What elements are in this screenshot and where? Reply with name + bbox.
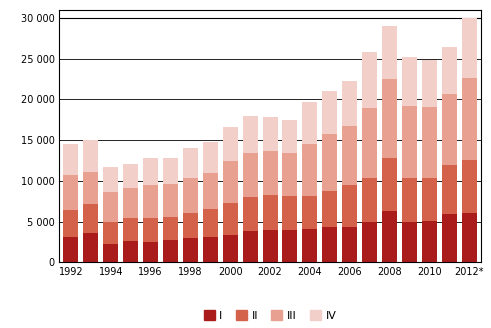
Bar bbox=[282, 230, 298, 262]
Bar bbox=[123, 217, 138, 241]
Bar bbox=[342, 81, 357, 126]
Bar bbox=[63, 210, 79, 237]
Bar bbox=[382, 79, 397, 158]
Bar bbox=[263, 230, 277, 262]
Bar bbox=[282, 153, 298, 196]
Bar bbox=[402, 106, 417, 178]
Bar bbox=[163, 217, 178, 240]
Bar bbox=[263, 151, 277, 195]
Bar bbox=[382, 211, 397, 262]
Bar bbox=[143, 185, 158, 217]
Bar bbox=[143, 242, 158, 262]
Bar bbox=[103, 192, 118, 222]
Bar bbox=[203, 237, 218, 262]
Bar bbox=[243, 197, 258, 231]
Bar bbox=[163, 158, 178, 184]
Bar bbox=[322, 227, 337, 262]
Bar bbox=[322, 191, 337, 227]
Bar bbox=[322, 91, 337, 134]
Bar bbox=[83, 204, 98, 233]
Bar bbox=[223, 203, 238, 235]
Bar bbox=[342, 185, 357, 227]
Bar bbox=[442, 94, 457, 165]
Bar bbox=[462, 78, 477, 160]
Bar bbox=[462, 18, 477, 78]
Bar bbox=[402, 57, 417, 106]
Bar bbox=[462, 213, 477, 262]
Bar bbox=[422, 221, 437, 262]
Bar bbox=[382, 158, 397, 211]
Bar bbox=[183, 213, 198, 238]
Bar bbox=[103, 167, 118, 192]
Bar bbox=[183, 148, 198, 178]
Bar bbox=[63, 237, 79, 262]
Bar bbox=[203, 142, 218, 173]
Bar bbox=[243, 231, 258, 262]
Bar bbox=[302, 102, 317, 144]
Bar bbox=[362, 52, 377, 109]
Bar bbox=[103, 222, 118, 244]
Bar bbox=[462, 160, 477, 213]
Bar bbox=[442, 214, 457, 262]
Bar bbox=[123, 164, 138, 188]
Bar bbox=[183, 178, 198, 213]
Bar bbox=[163, 184, 178, 217]
Bar bbox=[322, 134, 337, 191]
Bar bbox=[223, 161, 238, 203]
Bar bbox=[83, 233, 98, 262]
Bar bbox=[422, 60, 437, 107]
Bar bbox=[362, 222, 377, 262]
Bar bbox=[83, 140, 98, 172]
Bar bbox=[282, 120, 298, 153]
Bar bbox=[203, 210, 218, 237]
Bar bbox=[282, 196, 298, 230]
Bar bbox=[143, 158, 158, 185]
Bar bbox=[203, 173, 218, 210]
Legend: I, II, III, IV: I, II, III, IV bbox=[199, 306, 341, 325]
Bar bbox=[402, 222, 417, 262]
Bar bbox=[63, 175, 79, 210]
Bar bbox=[123, 241, 138, 262]
Bar bbox=[223, 127, 238, 161]
Bar bbox=[302, 229, 317, 262]
Bar bbox=[263, 195, 277, 230]
Bar bbox=[422, 178, 437, 221]
Bar bbox=[442, 165, 457, 214]
Bar bbox=[362, 178, 377, 222]
Bar bbox=[263, 116, 277, 151]
Bar bbox=[382, 26, 397, 79]
Bar bbox=[83, 172, 98, 204]
Bar bbox=[342, 227, 357, 262]
Bar bbox=[183, 238, 198, 262]
Bar bbox=[402, 178, 417, 222]
Bar bbox=[362, 109, 377, 178]
Bar bbox=[302, 195, 317, 229]
Bar bbox=[442, 47, 457, 94]
Bar bbox=[243, 116, 258, 153]
Bar bbox=[223, 235, 238, 262]
Bar bbox=[422, 107, 437, 178]
Bar bbox=[103, 244, 118, 262]
Bar bbox=[143, 217, 158, 242]
Bar bbox=[63, 144, 79, 175]
Bar bbox=[243, 153, 258, 197]
Bar bbox=[342, 126, 357, 185]
Bar bbox=[123, 188, 138, 217]
Bar bbox=[302, 144, 317, 195]
Bar bbox=[163, 240, 178, 262]
